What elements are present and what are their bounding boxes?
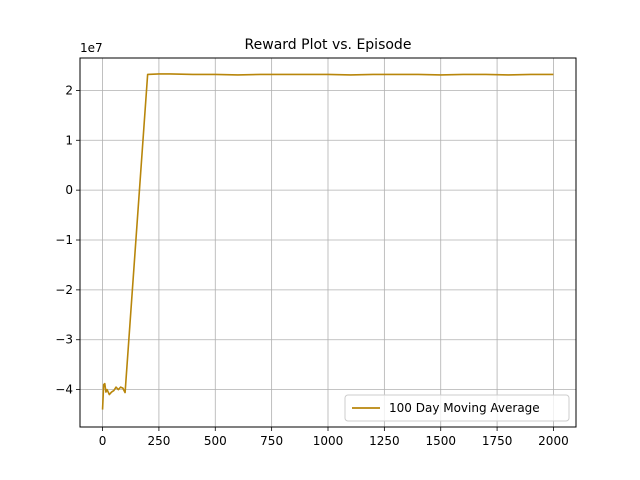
x-tick-label: 250 [147,434,170,448]
y-tick-label: −1 [55,233,73,247]
x-tick-label: 500 [204,434,227,448]
y-tick-label: 2 [65,83,73,97]
grid [80,58,576,427]
series-line [101,73,554,410]
y-tick-label: −3 [55,333,73,347]
y-tick-label: 1 [65,133,73,147]
y-tick-label: −2 [55,283,73,297]
legend-label: 100 Day Moving Average [389,401,540,415]
series-layer [101,73,554,410]
x-tick-label: 1000 [313,434,344,448]
x-tick-label: 1250 [369,434,400,448]
y-offset-text: 1e7 [80,41,103,55]
x-tick-label: 2000 [538,434,569,448]
x-tick-label: 0 [99,434,107,448]
y-tick-label: 0 [65,183,73,197]
x-tick-label: 750 [260,434,283,448]
chart-title: Reward Plot vs. Episode [245,37,412,53]
x-tick-label: 1750 [482,434,513,448]
y-axis: −4 −3 −2 −1 0 1 2 [55,83,80,397]
y-tick-label: −4 [55,383,73,397]
x-tick-label: 1500 [425,434,456,448]
legend: 100 Day Moving Average [344,394,570,422]
x-axis: 0 250 500 750 1000 1250 1500 1750 2000 [99,427,569,448]
legend-box [344,394,570,422]
